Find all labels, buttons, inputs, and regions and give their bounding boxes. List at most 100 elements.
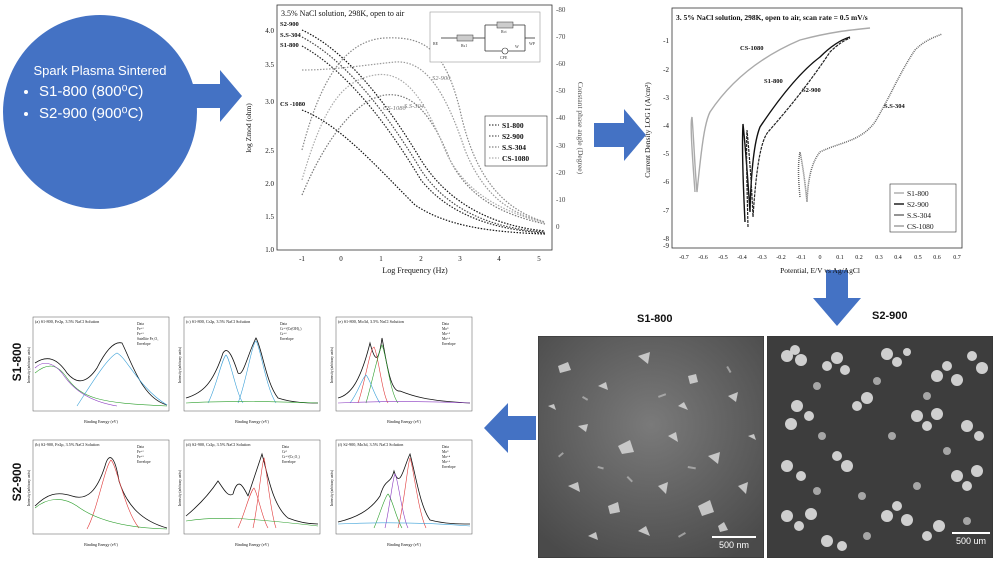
sample-list: S1-800 (800⁰C) S2-900 (900⁰C) xyxy=(23,81,143,125)
xps-xlabel: Binding Energy (eV) xyxy=(387,542,421,547)
equivalent-circuit-inset: RE WP Rs1 Rct CPE W xyxy=(429,11,541,63)
pol-curve-ss304 xyxy=(797,33,943,203)
eis-ytick-left: 1.0 xyxy=(265,246,274,254)
xps-ylabel: Intensity (arbitrary units) xyxy=(330,346,334,383)
pol-legend-item: S2-900 xyxy=(907,200,929,209)
pol-legend-item: S1-800 xyxy=(907,189,929,198)
eis-ytick-left: 3.0 xyxy=(265,98,274,106)
circuit-label-rct: Rct xyxy=(501,29,507,34)
circuit-label-re: RE xyxy=(433,41,439,46)
xps-xlabel: Binding Energy (eV) xyxy=(84,419,118,424)
sem-scale-label-s1: 500 nm xyxy=(718,540,750,550)
xps-ylabel: Intensity (arbitrary units) xyxy=(330,469,334,506)
eis-ylabel-right: Constant phase angle (Degree) xyxy=(576,82,585,175)
xps-legend-item: Fe⁺² xyxy=(137,450,144,454)
pol-xtick: 0.6 xyxy=(933,255,941,261)
eis-ytick-right: -60 xyxy=(556,60,566,68)
arrow-right-icon xyxy=(594,109,646,161)
xps-panel-title: (b) S2-900, Fe2p, 3.5% NaCl Solution xyxy=(35,442,100,448)
arrow-left-icon xyxy=(484,403,536,453)
eis-phase-cs xyxy=(301,94,546,225)
pol-ytick: -8 xyxy=(663,235,669,243)
eis-xtick: 5 xyxy=(537,255,541,263)
pol-xtick: -0.6 xyxy=(698,255,708,261)
sem-scalebar-s2: 500 um xyxy=(952,532,990,546)
xps-panel-title: (d) S2-900, Cr2p, 3.5% NaCl Solution xyxy=(186,442,251,448)
pol-curve-label: S2-900 xyxy=(802,87,821,94)
xps-legend-item: Fe⁺² xyxy=(137,327,144,331)
pol-curve-label: S1-800 xyxy=(764,78,783,85)
xps-xlabel: Binding Energy (eV) xyxy=(235,419,269,424)
sintering-circle: Spark Plasma Sintered S1-800 (800⁰C) S2-… xyxy=(3,15,197,209)
eis-bode-chart: 3.5% NaCl solution, 298K, open to air -1… xyxy=(245,4,585,275)
pol-ytick: -2 xyxy=(663,66,669,74)
eis-ytick-left: 2.5 xyxy=(265,147,274,155)
eis-phase-label: CS-1080 xyxy=(383,105,407,112)
xps-xlabel: Binding Energy (eV) xyxy=(84,542,118,547)
pol-title: 3. 5% NaCl solution, 298K, open to air, … xyxy=(676,13,868,22)
xps-legend-item: Mo⁺⁶ xyxy=(442,337,451,341)
pol-legend: S1-800 S2-900 S.S-304 CS-1080 xyxy=(889,183,957,233)
pol-curve-label: CS-1080 xyxy=(740,45,763,52)
sample-item-s1: S1-800 (800⁰C) xyxy=(39,81,143,103)
xps-legend-item: Data xyxy=(442,445,449,449)
eis-curve-label: S2-900 xyxy=(280,21,299,28)
eis-ytick-right: -50 xyxy=(556,87,566,95)
circuit-label-wp: WP xyxy=(529,41,536,46)
eis-ytick-left: 2.0 xyxy=(265,180,274,188)
eis-legend-item: CS-1080 xyxy=(502,154,529,163)
eis-xtick: 0 xyxy=(339,255,343,263)
xps-legend-item: Cr⁺³(Cr(OH)₃) xyxy=(280,327,302,331)
xps-legend-item: Envelope xyxy=(280,337,294,341)
eis-ylabel-left: log Zmod (ohm) xyxy=(245,103,253,153)
pol-ytick: -6 xyxy=(663,178,669,186)
xps-ylabel: Intensity (arbitrary units) xyxy=(27,469,31,506)
pol-ytick: -4 xyxy=(663,122,669,130)
sem-scalebar-s1: 500 nm xyxy=(712,536,756,550)
eis-ytick-left: 1.5 xyxy=(265,213,274,221)
xps-panel-f: (f) S2-900, Mo3d, 3.5% NaCl Solution Dat… xyxy=(330,439,473,547)
pol-xtick: -0.2 xyxy=(776,255,786,261)
xps-legend-item: Mo⁺⁵ xyxy=(442,332,451,336)
xps-ylabel: Intensity (arbitrary units) xyxy=(178,469,182,506)
circuit-label-rs: Rs1 xyxy=(461,43,467,48)
pol-curve-label: S.S-304 xyxy=(884,103,906,110)
polarization-chart: 3. 5% NaCl solution, 298K, open to air, … xyxy=(643,7,963,275)
sem-title-s2: S2-900 xyxy=(872,310,908,322)
xps-panel-a: (a) S1-800, Fe2p, 3.5% NaCl Solution Dat… xyxy=(27,316,170,424)
pol-ytick: -5 xyxy=(663,150,669,158)
circuit-label-cpe: CPE xyxy=(500,55,508,60)
pol-xtick: 0.5 xyxy=(914,255,922,261)
circuit-label-w: W xyxy=(515,44,519,49)
eis-ytick-left: 4.0 xyxy=(265,27,274,35)
eis-legend-item: S2-900 xyxy=(502,132,524,141)
eis-ytick-right: -40 xyxy=(556,114,566,122)
arrow-down-icon xyxy=(813,270,861,326)
xps-ylabel: Intensity (arbitrary units) xyxy=(178,346,182,383)
xps-legend-item: Data xyxy=(282,445,289,449)
xps-panel-title: (c) S1-800, Cr2p, 3.5% NaCl Solution xyxy=(186,319,251,325)
eis-xtick: 2 xyxy=(419,255,423,263)
xps-legend-item: Data xyxy=(137,322,144,326)
xps-legend-item: Envelope xyxy=(442,342,456,346)
pol-ytick: -1 xyxy=(663,37,669,45)
sem-image-s1-800 xyxy=(538,336,764,558)
eis-xtick: 4 xyxy=(497,255,501,263)
eis-zmod-ss xyxy=(301,36,546,233)
xps-legend-item: Data xyxy=(280,322,287,326)
eis-phase-ss xyxy=(301,61,546,223)
pol-xtick: -0.3 xyxy=(757,255,767,261)
eis-zmod-s1 xyxy=(301,45,546,234)
xps-legend-item: Data xyxy=(442,322,449,326)
eis-curve-label: S1-800 xyxy=(280,42,299,49)
eis-ytick-right: -10 xyxy=(556,196,566,204)
xps-legend-item: Mo⁺⁴ xyxy=(442,455,451,459)
xps-legend-item: Mo⁰ xyxy=(442,327,449,331)
xps-row-label-s2: S2-900 xyxy=(10,462,24,502)
eis-zmod-s2 xyxy=(301,29,546,232)
pol-xtick: 0.3 xyxy=(875,255,883,261)
eis-xlabel: Log Frequency (Hz) xyxy=(382,266,448,275)
pol-ytick: -7 xyxy=(663,207,669,215)
xps-xlabel: Binding Energy (eV) xyxy=(387,419,421,424)
eis-zmod-cs xyxy=(301,109,546,235)
